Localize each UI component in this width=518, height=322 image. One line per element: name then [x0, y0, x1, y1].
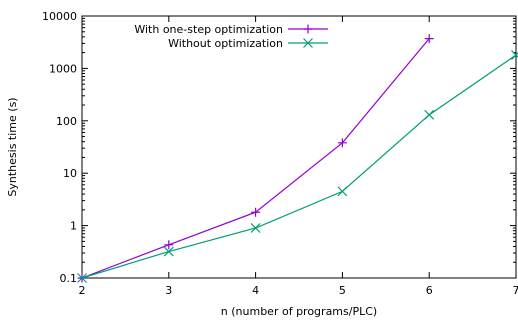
- data-point-marker: [337, 186, 348, 197]
- y-tick-label: 10: [63, 167, 77, 180]
- data-point-marker: [424, 109, 435, 120]
- series-2-line: [81, 54, 517, 279]
- x-tick-label: 4: [252, 284, 259, 297]
- legend-label: Without optimization: [168, 37, 283, 50]
- data-point-marker: [251, 207, 261, 217]
- data-point-marker: [250, 223, 261, 233]
- y-axis-label: Synthesis time (s): [6, 97, 19, 196]
- x-tick-label: 3: [165, 284, 172, 297]
- series-1-line: [81, 38, 430, 279]
- data-point-marker: [164, 240, 174, 250]
- x-axis-label: n (number of programs/PLC): [221, 305, 377, 318]
- x-axis: 2 3 4 5 6 7: [79, 16, 518, 297]
- series-layer: [77, 34, 518, 283]
- x-tick-label: 2: [79, 284, 86, 297]
- y-tick-label: 1: [70, 220, 77, 233]
- data-point-marker: [77, 273, 87, 283]
- data-point-marker: [163, 246, 174, 257]
- x-tick-label: 6: [426, 284, 433, 297]
- y-tick-label: 1000: [49, 62, 77, 75]
- data-point-marker: [511, 50, 518, 60]
- x-tick-label: 5: [339, 284, 346, 297]
- legend-swatch-marker: [303, 24, 313, 34]
- x-tick-label: 7: [513, 284, 518, 297]
- legend-label: With one-step optimization: [134, 23, 283, 36]
- y-tick-label: 10000: [42, 10, 77, 23]
- data-point-marker: [337, 138, 347, 148]
- series-2: [77, 50, 518, 283]
- data-point-marker: [424, 34, 434, 44]
- series-1: [77, 34, 434, 283]
- plot-frame: [81, 15, 517, 279]
- legend-swatch-marker: [303, 38, 313, 48]
- y-tick-label: 0.1: [60, 272, 78, 285]
- y-axis: 0.1 1 10 100 1000 10000: [42, 10, 516, 285]
- y-tick-label: 100: [56, 115, 77, 128]
